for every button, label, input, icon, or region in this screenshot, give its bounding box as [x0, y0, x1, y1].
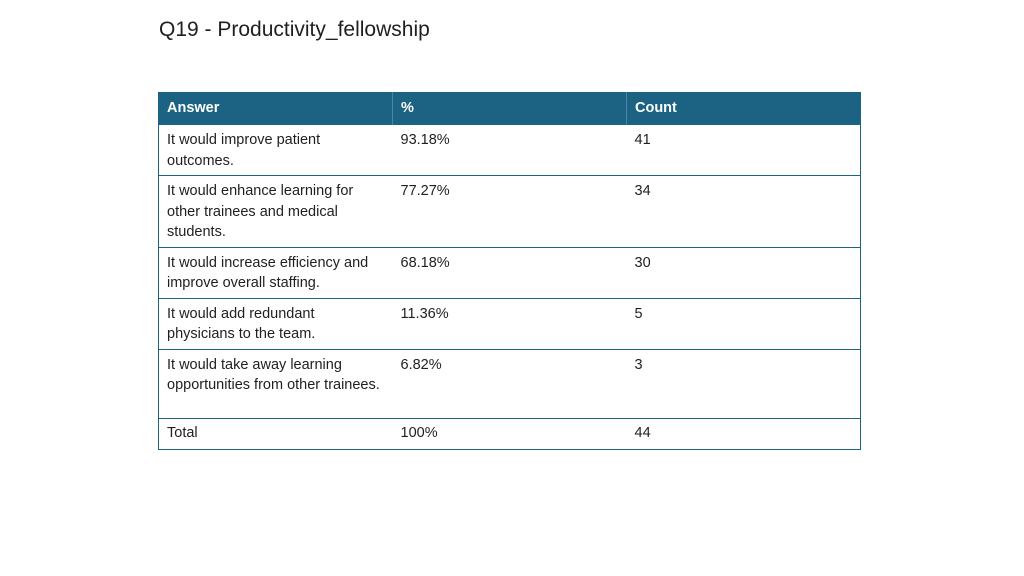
total-percent-cell: 100% [392, 418, 627, 450]
total-count-cell: 44 [626, 418, 861, 450]
table-row: It would enhance learning for other trai… [158, 175, 861, 248]
answer-cell: It would take away learning opportunitie… [158, 349, 393, 419]
count-cell: 34 [626, 175, 861, 248]
table-row: It would take away learning opportunitie… [158, 349, 861, 419]
answer-cell: It would enhance learning for other trai… [158, 175, 393, 248]
count-cell: 41 [626, 124, 861, 176]
column-header-answer: Answer [158, 92, 393, 125]
answer-cell: It would improve patient outcomes. [158, 124, 393, 176]
table-row: It would improve patient outcomes. 93.18… [158, 124, 861, 176]
count-cell: 3 [626, 349, 861, 419]
percent-cell: 77.27% [392, 175, 627, 248]
results-table: Answer % Count It would improve patient … [158, 92, 861, 450]
percent-cell: 68.18% [392, 247, 627, 299]
percent-cell: 6.82% [392, 349, 627, 419]
percent-cell: 93.18% [392, 124, 627, 176]
table-row: It would increase efficiency and improve… [158, 247, 861, 299]
answer-cell: It would increase efficiency and improve… [158, 247, 393, 299]
page-title: Q19 - Productivity_fellowship [159, 18, 430, 41]
answer-cell: It would add redundant physicians to the… [158, 298, 393, 350]
table-total-row: Total 100% 44 [158, 418, 861, 450]
count-cell: 5 [626, 298, 861, 350]
total-label-cell: Total [158, 418, 393, 450]
count-cell: 30 [626, 247, 861, 299]
table-row: It would add redundant physicians to the… [158, 298, 861, 350]
percent-cell: 11.36% [392, 298, 627, 350]
column-header-count: Count [626, 92, 861, 125]
table-header-row: Answer % Count [158, 92, 861, 125]
column-header-percent: % [392, 92, 627, 125]
